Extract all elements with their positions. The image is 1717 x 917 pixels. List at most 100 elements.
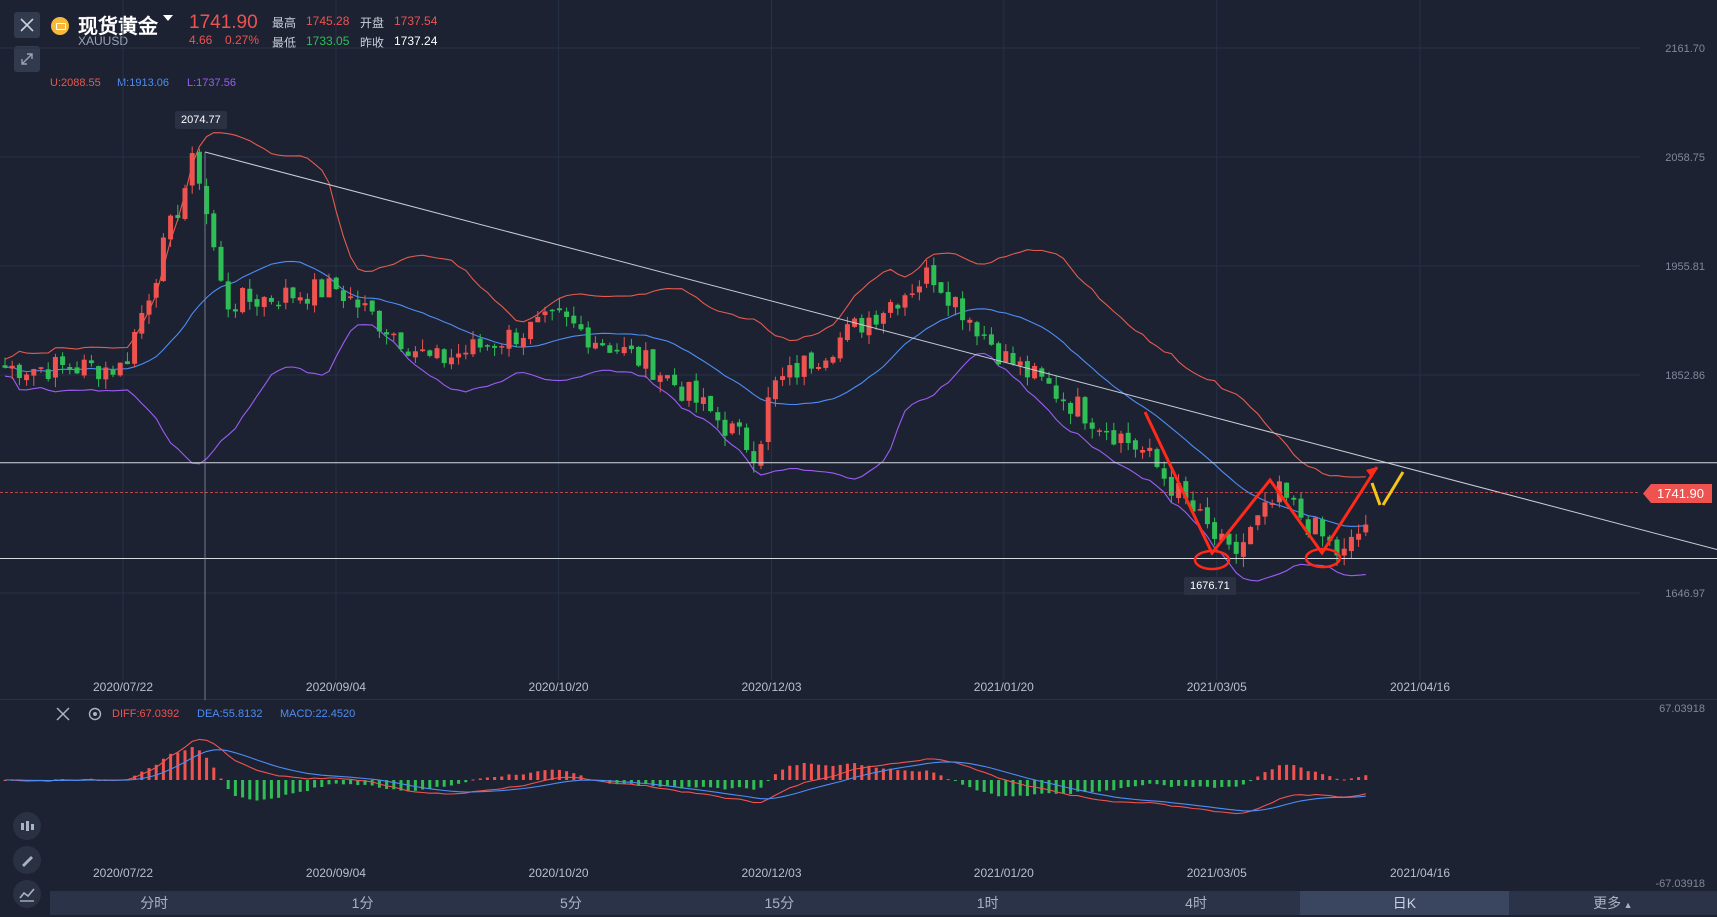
candle-body (1104, 430, 1110, 433)
candle-body (585, 327, 591, 348)
macd-histogram-bar (608, 780, 612, 784)
candle-body (470, 339, 476, 355)
macd-histogram-bar (694, 780, 698, 788)
instrument-title[interactable]: 现货黄金 (78, 16, 158, 38)
macd-histogram-bar (327, 780, 331, 785)
candle-body (628, 345, 634, 350)
macd-histogram-bar (205, 757, 209, 780)
macd-histogram-bar (197, 750, 201, 780)
candle-body (1089, 422, 1095, 429)
candlestick-chart[interactable]: 2161.70 2058.75 1955.81 1852.86 1646.97 2020/… (0, 0, 1717, 700)
macd-histogram-bar (953, 780, 957, 781)
candle-body (945, 291, 951, 306)
candle-body (110, 369, 116, 375)
macd-histogram-bar (449, 780, 453, 786)
candle-body (1046, 378, 1052, 384)
candle-body (441, 349, 447, 364)
macd-histogram-bar (341, 780, 345, 785)
macd-histogram-bar (500, 776, 504, 780)
macd-histogram-bar (615, 780, 619, 785)
tab-15min[interactable]: 15分 (764, 895, 795, 911)
macd-close-button[interactable] (56, 707, 70, 726)
candle-body (1140, 449, 1146, 453)
macd-histogram-bar (169, 753, 173, 780)
candle-body (9, 365, 15, 369)
macd-settings-button[interactable] (87, 706, 103, 727)
macd-histogram-bar (313, 780, 317, 788)
candle-body (1348, 536, 1354, 552)
candle-body (513, 332, 519, 345)
macd-histogram-bar (824, 765, 828, 780)
candle-body (1298, 498, 1304, 518)
close-chart-button[interactable] (14, 12, 40, 38)
candle-body (398, 332, 404, 350)
macd-histogram-bar (1112, 780, 1116, 791)
macd-histogram-bar (1105, 780, 1109, 791)
candle-body (362, 303, 368, 306)
macd-histogram-bar (781, 769, 785, 780)
candle-body (1212, 522, 1218, 539)
candle-body (1341, 548, 1347, 556)
timeframe-tabs: 分时 1分 5分 15分 1时 4时 日K 更多 ▲ (50, 891, 1717, 915)
open-label: 开盘 (360, 16, 385, 30)
candle-body (484, 345, 490, 347)
tab-5min[interactable]: 5分 (560, 895, 582, 911)
macd-histogram-bar (212, 767, 216, 780)
macd-histogram-bar (788, 765, 792, 780)
tab-1hour[interactable]: 1时 (976, 895, 999, 911)
candle-body (1161, 468, 1167, 479)
macd-histogram-bar (975, 780, 979, 791)
boll-mid-label: M:1913.06 (117, 77, 169, 89)
macd-histogram-bar (464, 780, 468, 783)
macd-histogram-bar (248, 780, 252, 800)
candle-body (117, 362, 123, 376)
candle-body (1111, 430, 1117, 445)
draw-tool-button[interactable] (13, 846, 41, 874)
macd-histogram-bar (939, 775, 943, 780)
indicator-tool-button[interactable] (13, 812, 41, 840)
tab-daily-k[interactable]: 日K (1300, 891, 1509, 915)
candle-body (1284, 482, 1290, 498)
candle-body (319, 279, 325, 298)
candle-indicator-icon (21, 821, 34, 831)
candle-body (952, 296, 958, 308)
macd-histogram-bar (910, 771, 914, 780)
macd-histogram-bar (644, 780, 648, 784)
macd-histogram-bar (716, 780, 720, 788)
candle-body (268, 297, 274, 302)
macd-histogram-bar (320, 780, 324, 787)
candle-body (909, 293, 915, 295)
candle-body (542, 311, 548, 316)
macd-dea-label: DEA:55.8132 (197, 708, 263, 720)
macd-histogram-bar (680, 780, 684, 789)
boll-lower-label: L:1737.56 (187, 77, 236, 89)
candle-body (1060, 399, 1066, 402)
candle-body (787, 365, 793, 378)
chevron-down-icon[interactable] (163, 15, 173, 21)
chart-type-button[interactable] (13, 880, 41, 908)
candle-body (276, 304, 282, 307)
candle-body (132, 331, 138, 364)
candle-body (1183, 481, 1189, 499)
tab-1min[interactable]: 1分 (351, 895, 374, 911)
candle-body (679, 386, 685, 401)
candle-body (412, 351, 418, 358)
candle-body (88, 360, 94, 364)
tab-4hour[interactable]: 4时 (1185, 895, 1207, 911)
tab-fenshi[interactable]: 分时 (140, 895, 169, 911)
macd-chart[interactable]: 67.03918 -67.03918 2020/07/22 2020/09/04 202… (0, 700, 1717, 890)
candle-body (312, 279, 318, 306)
macd-histogram-bar (399, 780, 403, 791)
candle-body (535, 316, 541, 323)
tab-more[interactable]: 更多 ▲ (1509, 891, 1717, 915)
macd-histogram-bar (1184, 780, 1188, 787)
pencil-icon (22, 856, 33, 867)
macd-diff-label: DIFF:67.0392 (112, 708, 180, 720)
candle-body (1168, 476, 1174, 496)
candle-body (427, 350, 433, 356)
expand-button[interactable] (14, 46, 40, 72)
candle-body (391, 333, 397, 336)
candle-body (38, 367, 44, 369)
macd-histogram-bar (831, 765, 835, 780)
low-label: 最低 (272, 36, 297, 50)
